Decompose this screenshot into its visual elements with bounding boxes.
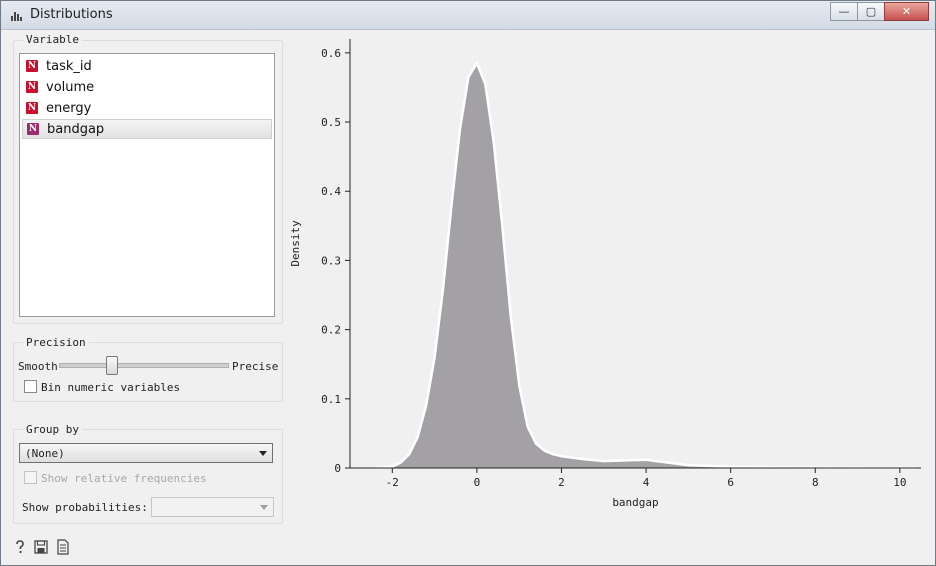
list-item-selected[interactable]: N bandgap — [22, 119, 272, 139]
y-tick-label: 0.3 — [321, 254, 341, 267]
variable-group — [13, 40, 283, 324]
minimize-button[interactable]: — — [830, 2, 858, 21]
x-tick-label: -2 — [386, 476, 399, 489]
maximize-icon: ▢ — [865, 5, 877, 18]
x-tick-label: 4 — [643, 476, 650, 489]
y-axis-label: Density — [291, 220, 302, 267]
list-item[interactable]: N energy — [22, 98, 272, 118]
precision-group-title: Precision — [23, 336, 89, 349]
save-icon[interactable] — [34, 539, 48, 555]
y-tick-label: 0 — [334, 462, 341, 475]
distribution-app-icon — [11, 12, 22, 21]
density-outline — [375, 61, 917, 470]
relative-frequencies-label: Show relative frequencies — [41, 472, 207, 485]
list-item-label: energy — [46, 100, 92, 116]
precise-label: Precise — [232, 360, 279, 373]
y-tick-label: 0.5 — [321, 116, 341, 129]
minimize-icon: — — [838, 5, 850, 18]
x-tick-label: 6 — [727, 476, 734, 489]
list-item-label: bandgap — [47, 121, 105, 137]
y-tick-label: 0.4 — [321, 185, 341, 198]
bin-numeric-checkbox[interactable] — [24, 380, 37, 393]
numeric-variable-icon: N — [26, 81, 38, 93]
precision-group — [13, 342, 283, 402]
x-tick-label: 2 — [558, 476, 565, 489]
y-tick-label: 0.2 — [321, 324, 341, 337]
chevron-down-icon — [260, 505, 268, 510]
numeric-variable-icon: N — [26, 60, 38, 72]
x-tick-label: 8 — [812, 476, 819, 489]
maximize-button[interactable]: ▢ — [857, 2, 885, 21]
bin-numeric-label: Bin numeric variables — [41, 381, 181, 394]
y-tick-label: 0.1 — [321, 393, 341, 406]
report-icon[interactable] — [56, 539, 70, 555]
variable-group-title: Variable — [23, 33, 82, 46]
density-area — [375, 63, 917, 468]
smooth-label: Smooth — [18, 360, 58, 373]
groupby-select-value: (None) — [25, 447, 65, 460]
precision-slider-track[interactable] — [59, 363, 229, 368]
variable-list[interactable]: N task_id N volume N energy N bandgap — [19, 53, 275, 317]
list-item[interactable]: N volume — [22, 77, 272, 97]
density-plot: 0 0.1 0.2 0.3 0.4 0.5 0.6 -2 0 2 4 6 8 10 bandgap Densi… — [291, 39, 921, 509]
x-tick-label: 0 — [474, 476, 481, 489]
numeric-variable-icon: N — [27, 123, 39, 135]
probabilities-label: Show probabilities: — [22, 501, 148, 514]
list-item-label: volume — [46, 79, 95, 95]
y-tick-label: 0.6 — [321, 47, 341, 60]
chevron-down-icon — [259, 451, 267, 456]
close-button[interactable]: ✕ — [884, 2, 929, 21]
window-title: Distributions — [30, 7, 113, 22]
close-icon: ✕ — [901, 5, 912, 18]
list-item-label: task_id — [46, 58, 92, 74]
title-bar[interactable]: Distributions — ▢ ✕ — [1, 1, 935, 30]
help-icon[interactable] — [13, 539, 27, 555]
list-item[interactable]: N task_id — [22, 56, 272, 76]
numeric-variable-icon: N — [26, 102, 38, 114]
probabilities-select[interactable] — [151, 497, 274, 517]
precision-slider-handle[interactable] — [106, 356, 118, 375]
groupby-select[interactable]: (None) — [19, 443, 273, 463]
groupby-group-title: Group by — [23, 423, 82, 436]
groupby-group — [13, 429, 283, 524]
x-axis-label: bandgap — [612, 496, 658, 509]
x-tick-label: 10 — [893, 476, 906, 489]
relative-frequencies-checkbox[interactable] — [24, 471, 37, 484]
